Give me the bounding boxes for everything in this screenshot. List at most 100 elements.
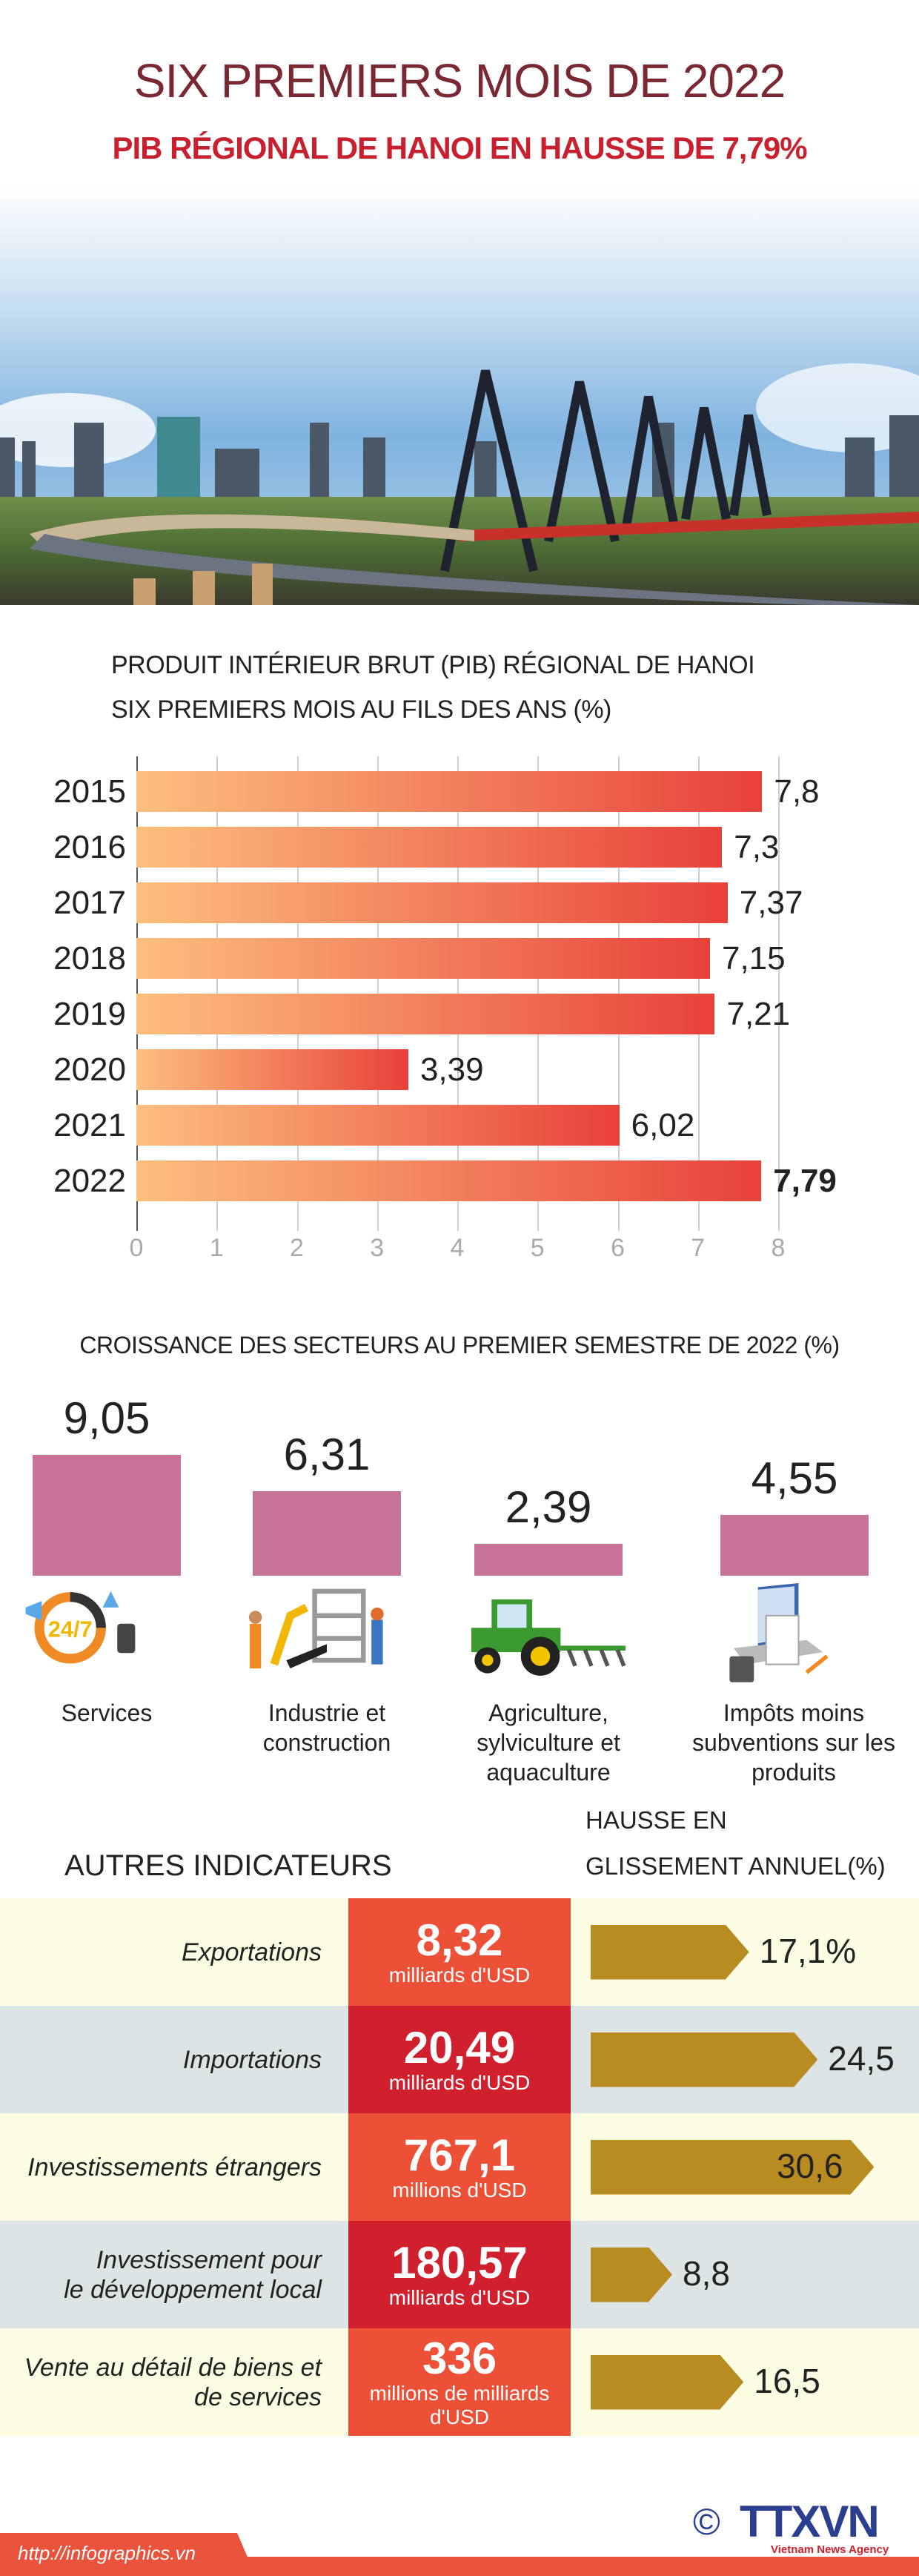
sector-label-line: Industrie et xyxy=(268,1700,386,1726)
indicator-label-line: Investissement pour xyxy=(96,2245,322,2274)
indicator-value-cell: 20,49 milliards d'USD xyxy=(348,2006,571,2113)
growth-arrow xyxy=(591,2139,875,2195)
value-label: 6,02 xyxy=(631,1107,695,1143)
sector-label-line: Agriculture, xyxy=(488,1700,608,1726)
x-tick-label: 6 xyxy=(611,1234,625,1262)
tractor-icon xyxy=(471,1599,626,1676)
services-24-7-icon: 24/7 xyxy=(25,1591,136,1664)
indicator-row: Exportations 8,32 milliards d'USD 17,1% xyxy=(0,1898,919,2006)
indicator-value-cell: 180,57 milliards d'USD xyxy=(348,2221,571,2328)
indicator-row: Investissement pour le développement loca… xyxy=(0,2221,919,2328)
indicator-label: Exportations xyxy=(7,1898,322,2006)
gridline xyxy=(778,756,780,1231)
indicator-value: 767,1 xyxy=(403,2130,516,2180)
hanoi-bridge-photo xyxy=(0,185,919,605)
growth-arrow xyxy=(591,2032,818,2087)
indicator-unit: d'USD xyxy=(429,2405,490,2428)
sector-bar xyxy=(474,1543,623,1576)
sector-label-line: Services xyxy=(61,1700,153,1726)
indicator-unit: millions d'USD xyxy=(392,2178,527,2202)
indicator-label: Investissement pour le développement loca… xyxy=(7,2221,322,2328)
indicator-value: 8,32 xyxy=(416,1915,503,1965)
sector-bar xyxy=(720,1515,869,1576)
indicator-value: 336 xyxy=(422,2333,497,2383)
year-label: 2015 xyxy=(53,773,126,810)
page-subtitle: PIB RÉGIONAL DE HANOI EN HAUSSE DE 7,79% xyxy=(112,131,807,165)
sector-label: Impôts moins subventions sur les produits xyxy=(671,1698,916,1787)
x-tick-label: 7 xyxy=(691,1234,706,1262)
gdp-bar xyxy=(136,1105,620,1146)
page-title: SIX PREMIERS MOIS DE 2022 xyxy=(133,54,786,108)
year-label: 2018 xyxy=(53,940,126,977)
value-label: 7,21 xyxy=(726,996,791,1032)
indicator-unit: milliards d'USD xyxy=(388,2285,531,2309)
indicator-label: Importations xyxy=(7,2006,322,2113)
gdp-bar xyxy=(136,771,763,812)
growth-header-line2: GLISSEMENT ANNUEL(%) xyxy=(585,1852,886,1880)
indicator-value: 20,49 xyxy=(403,2022,516,2073)
footer-url-link[interactable]: http://infographics.vn xyxy=(18,2542,196,2564)
x-tick-label: 2 xyxy=(290,1234,304,1262)
indicator-row: Importations 20,49 milliards d'USD 24,5 xyxy=(0,2006,919,2113)
growth-arrow xyxy=(591,2354,744,2410)
sector-label: Services xyxy=(0,1698,229,1728)
sector-value-label: 2,39 xyxy=(505,1482,592,1532)
sector-label-line: Impôts moins xyxy=(723,1700,865,1726)
value-label: 7,37 xyxy=(739,885,803,921)
tax-laptop-icon xyxy=(729,1583,829,1682)
value-label: 7,79 xyxy=(773,1163,837,1199)
svg-text:24/7: 24/7 xyxy=(48,1616,93,1642)
value-label: 3,39 xyxy=(419,1051,484,1088)
year-label: 2022 xyxy=(53,1163,126,1199)
growth-arrow xyxy=(591,2247,672,2302)
x-tick-label: 5 xyxy=(530,1234,545,1262)
gdp-bar xyxy=(136,882,728,923)
year-label: 2016 xyxy=(53,829,126,865)
gdp-bar xyxy=(136,994,715,1034)
growth-value-label: 17,1% xyxy=(759,1932,857,1970)
year-label: 2021 xyxy=(53,1107,126,1143)
sector-bar xyxy=(33,1455,181,1576)
x-tick-label: 1 xyxy=(209,1234,224,1262)
value-label: 7,3 xyxy=(734,829,780,865)
sector-value-label: 4,55 xyxy=(751,1453,838,1504)
logo-tagline: Vietnam News Agency xyxy=(771,2543,889,2556)
indicator-label-line: Investissements étrangers xyxy=(27,2153,322,2182)
gdp-chart-title: PRODUIT INTÉRIEUR BRUT (PIB) RÉGIONAL DE… xyxy=(111,651,755,679)
x-tick-label: 8 xyxy=(771,1234,786,1262)
growth-header-line1: HAUSSE EN xyxy=(585,1806,727,1834)
sector-value-label: 9,05 xyxy=(63,1393,150,1444)
indicator-label-line: Importations xyxy=(182,2045,322,2074)
indicator-label: Vente au détail de biens et de services xyxy=(7,2328,322,2436)
gdp-bar xyxy=(136,938,710,979)
sector-bar xyxy=(253,1491,401,1576)
indicator-label: Investissements étrangers xyxy=(7,2113,322,2221)
industry-construction-icon xyxy=(248,1588,384,1669)
indicator-label-line: Vente au détail de biens et xyxy=(24,2353,322,2382)
growth-value-label: 16,5 xyxy=(754,2362,820,2400)
indicators-title: AUTRES INDICATEURS xyxy=(64,1849,392,1882)
sector-label-line: subventions sur les xyxy=(692,1729,895,1756)
sector-label: Industrie et construction xyxy=(205,1698,449,1757)
growth-value-label: 8,8 xyxy=(683,2254,730,2293)
indicator-value-cell: 336 millions de milliards d'USD xyxy=(348,2328,571,2436)
sector-chart-title: CROISSANCE DES SECTEURS AU PREMIER SEMES… xyxy=(79,1332,840,1358)
footer-url-tab xyxy=(0,2533,256,2576)
indicator-value-cell: 767,1 millions d'USD xyxy=(348,2113,571,2221)
value-label: 7,15 xyxy=(721,940,786,977)
indicator-unit: millions de milliards xyxy=(369,2381,550,2405)
x-tick-label: 3 xyxy=(370,1234,385,1262)
sector-label-line: sylviculture et xyxy=(477,1729,620,1756)
growth-value-label: 24,5 xyxy=(828,2039,895,2078)
x-tick-label: 4 xyxy=(450,1234,465,1262)
indicator-unit: milliards d'USD xyxy=(388,1963,531,1987)
indicator-value-cell: 8,32 milliards d'USD xyxy=(348,1898,571,2006)
copyright-symbol: © xyxy=(693,2501,720,2543)
year-label: 2020 xyxy=(53,1051,126,1088)
indicator-row: Investissements étrangers 767,1 millions d… xyxy=(0,2113,919,2221)
gdp-chart-subtitle: SIX PREMIERS MOIS AU FILS DES ANS (%) xyxy=(111,696,611,724)
indicator-label-line: Exportations xyxy=(182,1938,322,1966)
value-label: 7,8 xyxy=(774,773,820,810)
sector-label: Agriculture, sylviculture et aquaculture xyxy=(426,1698,671,1787)
indicator-value: 180,57 xyxy=(391,2237,528,2288)
